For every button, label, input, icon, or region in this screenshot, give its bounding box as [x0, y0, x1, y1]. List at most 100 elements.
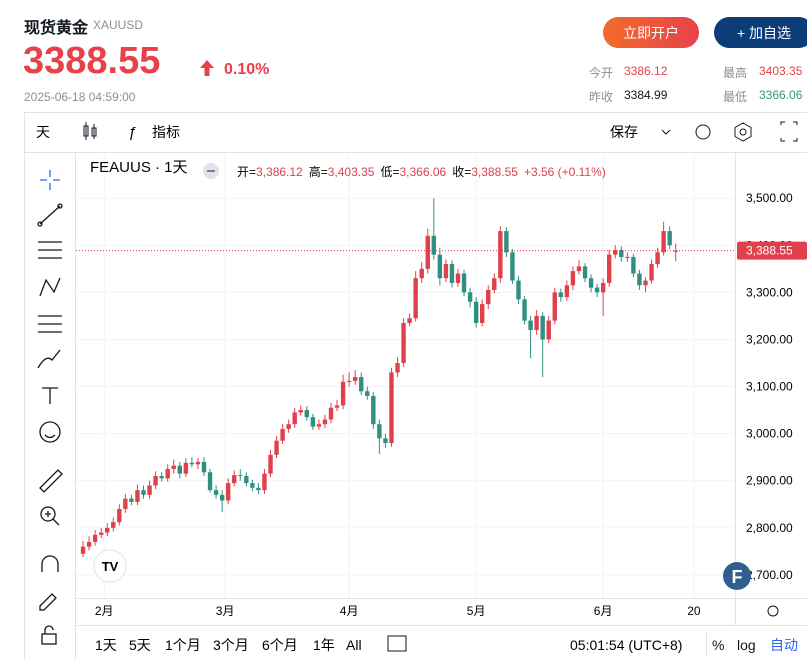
scale-option[interactable]: log [737, 637, 756, 653]
legend-value: 3,403.35 [328, 165, 375, 179]
f-logo[interactable] [723, 562, 751, 590]
y-tick-label: 3,000.00 [746, 427, 793, 441]
candle-body [600, 282, 606, 293]
indicators[interactable]: 指标 [152, 124, 180, 140]
candle-body [588, 278, 594, 288]
candle-body [625, 257, 630, 259]
legend-items: 开= 3,386.12 高= 3,403.35 低= 3,366.06 收= 3,388.55… [237, 164, 606, 179]
range-button[interactable]: 5天 [129, 637, 151, 653]
candle-body [455, 273, 461, 283]
range-button[interactable]: 3个月 [213, 637, 249, 653]
open-account-button[interactable]: 立即开户 [603, 17, 699, 48]
scale-option[interactable]: 自动 [770, 637, 798, 653]
candle-body [516, 280, 521, 300]
candle-body [419, 268, 424, 279]
candle-body [461, 273, 467, 293]
candle-body [111, 522, 116, 528]
scale-option[interactable]: % [712, 637, 724, 653]
candle-body [135, 490, 140, 502]
candle-body [504, 231, 509, 253]
candle-body [298, 410, 303, 413]
clock: 05:01:54 (UTC+8) [570, 637, 682, 653]
range-button[interactable]: 1年 [313, 637, 335, 653]
plot: 2,700.00 2,800.00 2,900.00 3,000.00 3,100.00… [76, 152, 807, 618]
candle-body [437, 254, 443, 279]
axis-settings[interactable] [767, 605, 779, 617]
save[interactable]: 保存 [610, 124, 638, 140]
symbol: XAUUSD [93, 18, 144, 32]
candle-body [552, 292, 557, 321]
settings-icon[interactable] [734, 122, 752, 142]
x-tick-label: 20 [687, 604, 701, 618]
candle-body [546, 320, 551, 340]
price: 3388.55 [23, 40, 161, 82]
candle-body [207, 472, 213, 491]
change: 0.10% [224, 61, 270, 78]
candle-body [582, 266, 588, 279]
candle-body [643, 280, 648, 286]
title: 现货黄金 [24, 20, 89, 37]
calendar-icon[interactable] [387, 635, 407, 652]
candle-body [425, 235, 430, 269]
fullscreen-icon[interactable] [780, 121, 798, 142]
candle-body [86, 541, 92, 547]
candle-icon[interactable] [83, 122, 97, 140]
alert-icon[interactable] [695, 124, 711, 140]
candle-body [661, 231, 666, 253]
candle-body [498, 231, 503, 279]
range-button[interactable]: 6个月 [262, 637, 298, 653]
candle-body [667, 231, 672, 246]
candle-body [322, 419, 328, 425]
last-price-label: 3,388.55 [746, 244, 793, 258]
timestamp: 2025-06-18 04:59:00 [24, 90, 136, 104]
candle-body [352, 377, 358, 381]
candle-body [431, 235, 437, 255]
stat-value: 3384.99 [624, 88, 668, 102]
range-button[interactable]: 1天 [95, 637, 117, 653]
frame [24, 112, 807, 660]
interval[interactable]: 天 [36, 124, 50, 140]
range-button[interactable]: All [346, 637, 362, 653]
f-logo[interactable]: F [732, 567, 743, 587]
y-tick-label: 3,300.00 [746, 285, 793, 299]
y-tick-label: 3,100.00 [746, 380, 793, 394]
candle-body [558, 292, 564, 298]
x-tick-label: 3月 [216, 604, 235, 618]
stat-label: 今开 [589, 66, 614, 80]
candle-body [183, 462, 189, 474]
legend-value: 3,366.06 [399, 165, 446, 179]
tv-logo[interactable]: TV [102, 559, 119, 574]
candle-body [123, 498, 128, 509]
candle-body [189, 462, 195, 465]
candle-body [528, 320, 533, 331]
candle-body [244, 476, 249, 484]
candle-body [286, 424, 291, 429]
fx-icon[interactable]: ƒ [128, 124, 136, 141]
candle-body [486, 289, 491, 305]
candle-body [492, 278, 497, 290]
watchlist-button[interactable]: + 加自选 [714, 17, 807, 48]
candle-body [613, 249, 618, 255]
stat-label: 最低 [723, 90, 748, 104]
range-button[interactable]: 1个月 [165, 637, 201, 653]
legend-label: 低= [380, 165, 399, 179]
candle-body [310, 417, 316, 427]
candle-body [383, 438, 388, 444]
up-arrow [200, 60, 214, 76]
drawing-tools[interactable] [37, 170, 63, 645]
tv-logo[interactable] [93, 549, 127, 583]
candle-body [637, 273, 642, 286]
chevron[interactable] [661, 129, 671, 135]
candle-body [371, 395, 376, 425]
candle-body [304, 410, 310, 418]
candle-body [129, 498, 134, 502]
legend-symbol: FEAUUS · 1天 [90, 159, 188, 176]
candle-body [359, 377, 364, 392]
stat-value: 3386.12 [624, 64, 668, 78]
candle-body [407, 318, 412, 323]
candle-body [153, 476, 158, 486]
settings-icon[interactable] [739, 128, 747, 136]
x-tick-label: 6月 [594, 604, 613, 618]
footer: 1天 5天 1个月 3个月 6个月 1年 All 05:01:54 (UTC+8)% log 自动 [95, 637, 798, 653]
